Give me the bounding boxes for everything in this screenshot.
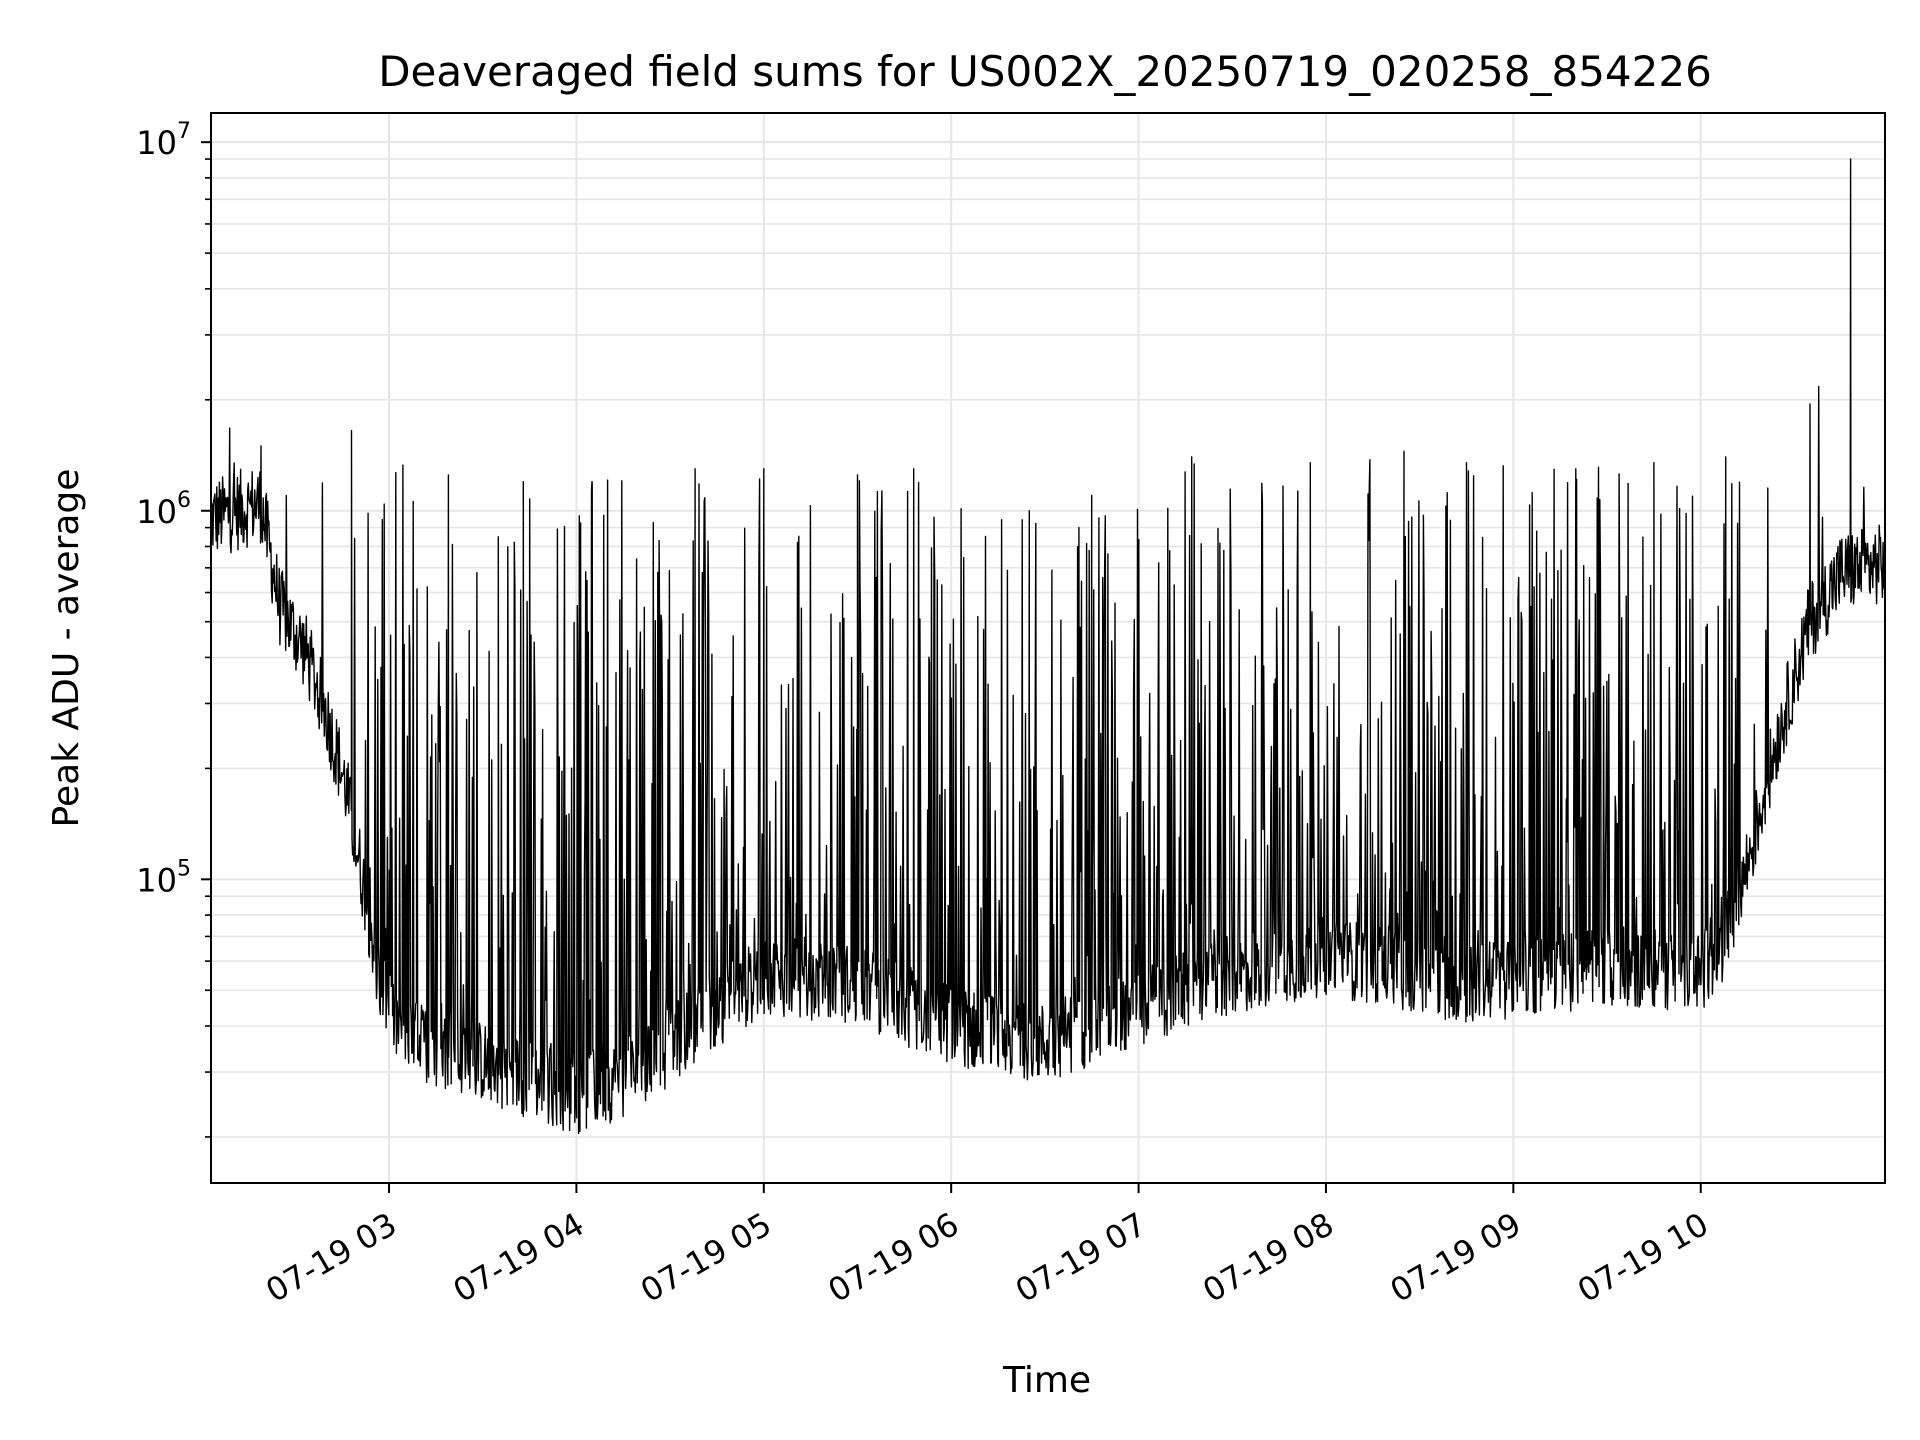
y-tick-exponent: 6 [177,488,191,513]
series-line-group [211,158,1885,1135]
y-tick-label: 105 [136,856,191,899]
y-axis-label: Peak ADU - average [46,469,87,828]
x-axis-label: Time [1002,1360,1091,1401]
y-tick-label: 107 [136,119,191,162]
series-line [211,158,1885,1135]
plot-area-frame [210,112,1886,1184]
y-tick-exponent: 5 [177,856,191,881]
y-tick-base: 10 [136,861,177,899]
y-tick-exponent: 7 [177,119,191,144]
chart-title: Deaveraged field sums for US002X_2025071… [378,47,1712,96]
y-tick-base: 10 [136,493,177,531]
y-tick-label: 106 [136,488,191,531]
y-tick-base: 10 [136,124,177,162]
